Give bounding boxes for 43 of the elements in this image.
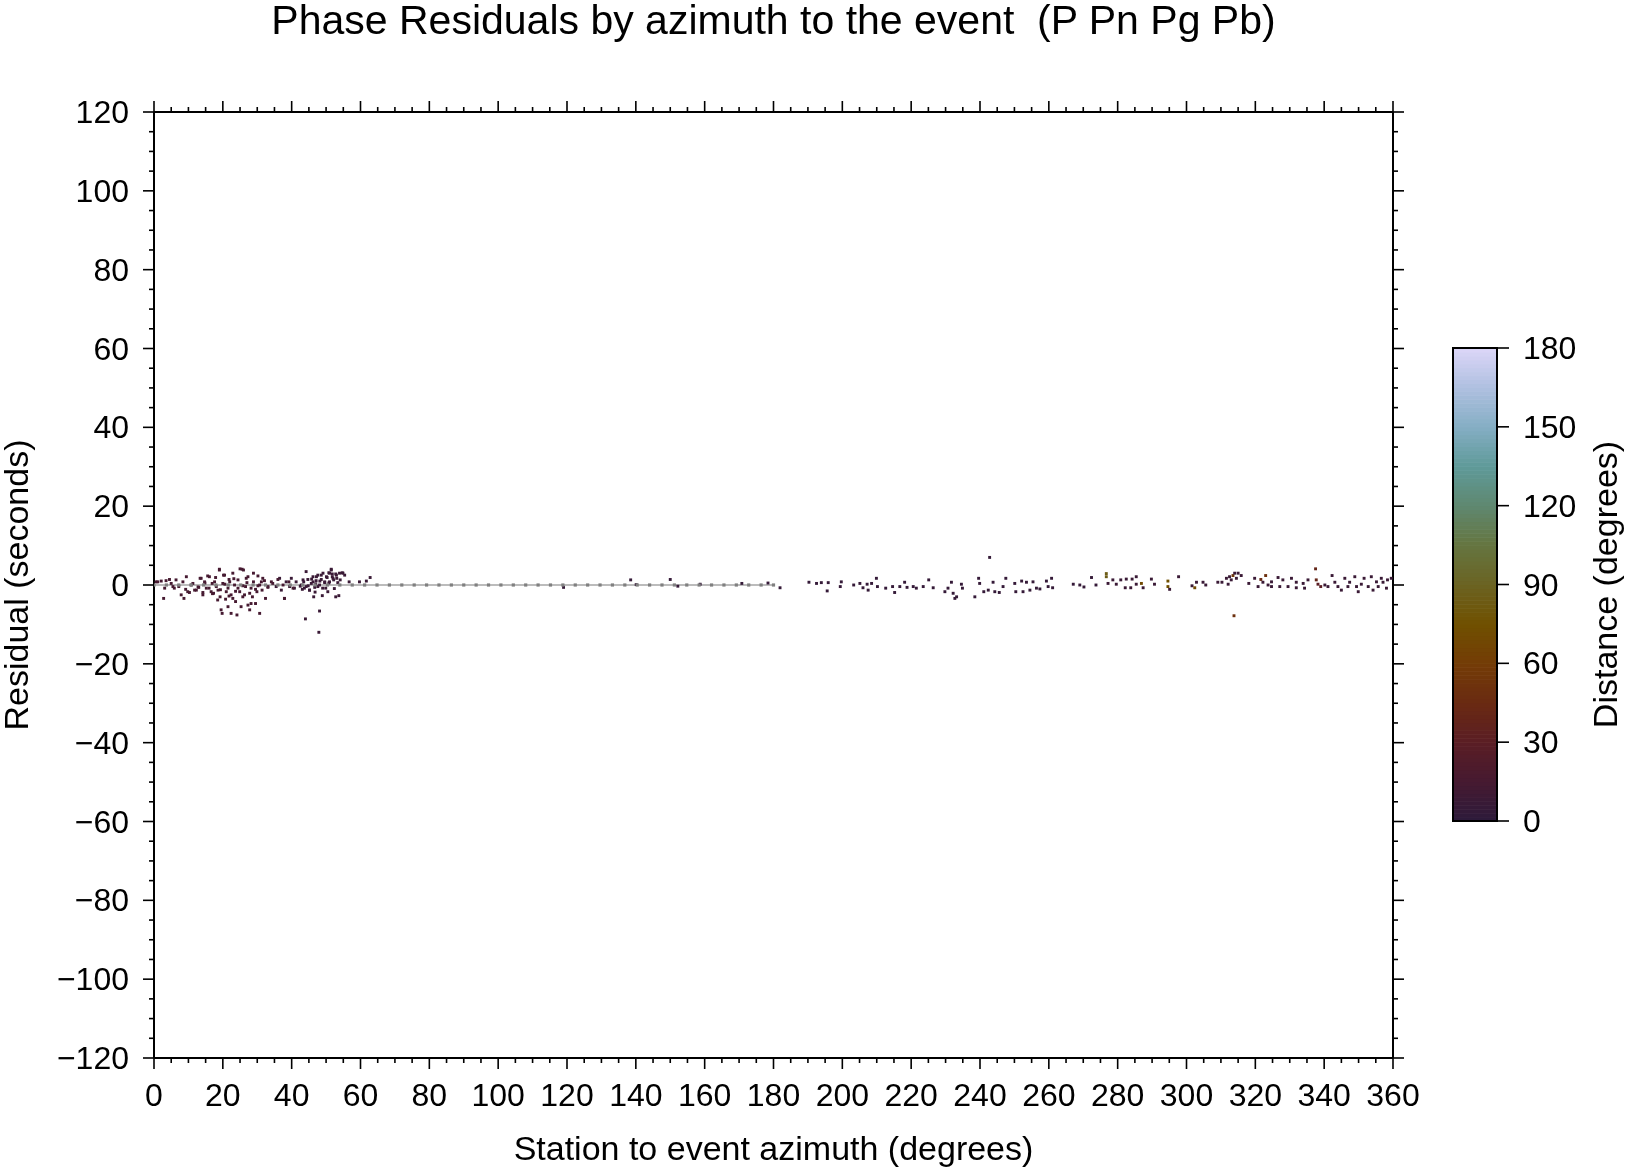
y-tick-label: −60 [74,803,129,840]
y-tick-label: 120 [75,94,129,130]
y-tick-label: 40 [93,409,129,446]
x-tick-label: 40 [273,1077,310,1113]
color-bar-label: 180 [1523,330,1577,366]
y-tick-label: −20 [74,645,129,682]
x-tick-label: 140 [609,1077,663,1113]
x-tick-label: 320 [1228,1077,1283,1113]
x-tick-label: 20 [205,1077,241,1113]
y-tick-label: −100 [56,961,129,998]
x-tick-label: 280 [1090,1077,1145,1113]
color-bar-label: 120 [1523,487,1577,524]
x-tick-label: 200 [815,1077,870,1113]
x-axis-title: Station to event azimuth (degrees) [513,1129,1034,1167]
x-tick-label: 120 [540,1077,594,1113]
color-bar-label: 30 [1523,724,1559,761]
y-tick-label: −40 [74,724,129,761]
y-tick-label: 0 [111,567,129,603]
color-bar-label: 60 [1523,645,1559,682]
y-tick-label: 20 [93,488,129,525]
x-tick-label: 300 [1159,1077,1214,1113]
x-tick-label: 220 [884,1077,938,1113]
x-tick-label: 180 [746,1077,801,1113]
color-bar-label: 150 [1523,408,1577,445]
x-tick-label: 100 [471,1077,525,1113]
color-bar-label: 0 [1523,803,1541,839]
x-tick-label: 60 [342,1077,379,1113]
x-tick-label: 240 [953,1077,1007,1113]
x-tick-label: 160 [677,1077,732,1113]
chart-title: Phase Residuals by azimuth to the event (P Pn Pg Pb) [270,0,1277,43]
y-axis-title: Residual (seconds) [0,439,35,731]
x-tick-label: 0 [145,1077,163,1113]
y-tick-label: −120 [56,1040,129,1076]
y-tick-label: 60 [93,330,129,367]
y-tick-label: 80 [93,251,129,288]
y-tick-label: 100 [75,172,129,209]
x-tick-label: 80 [411,1077,448,1113]
color-bar-title: Distance (degrees) [1586,440,1624,729]
x-tick-label: 360 [1366,1077,1420,1113]
color-bar-label: 90 [1523,566,1559,603]
x-tick-label: 340 [1297,1077,1351,1113]
x-tick-label: 260 [1022,1077,1076,1113]
y-tick-label: −80 [74,882,129,919]
